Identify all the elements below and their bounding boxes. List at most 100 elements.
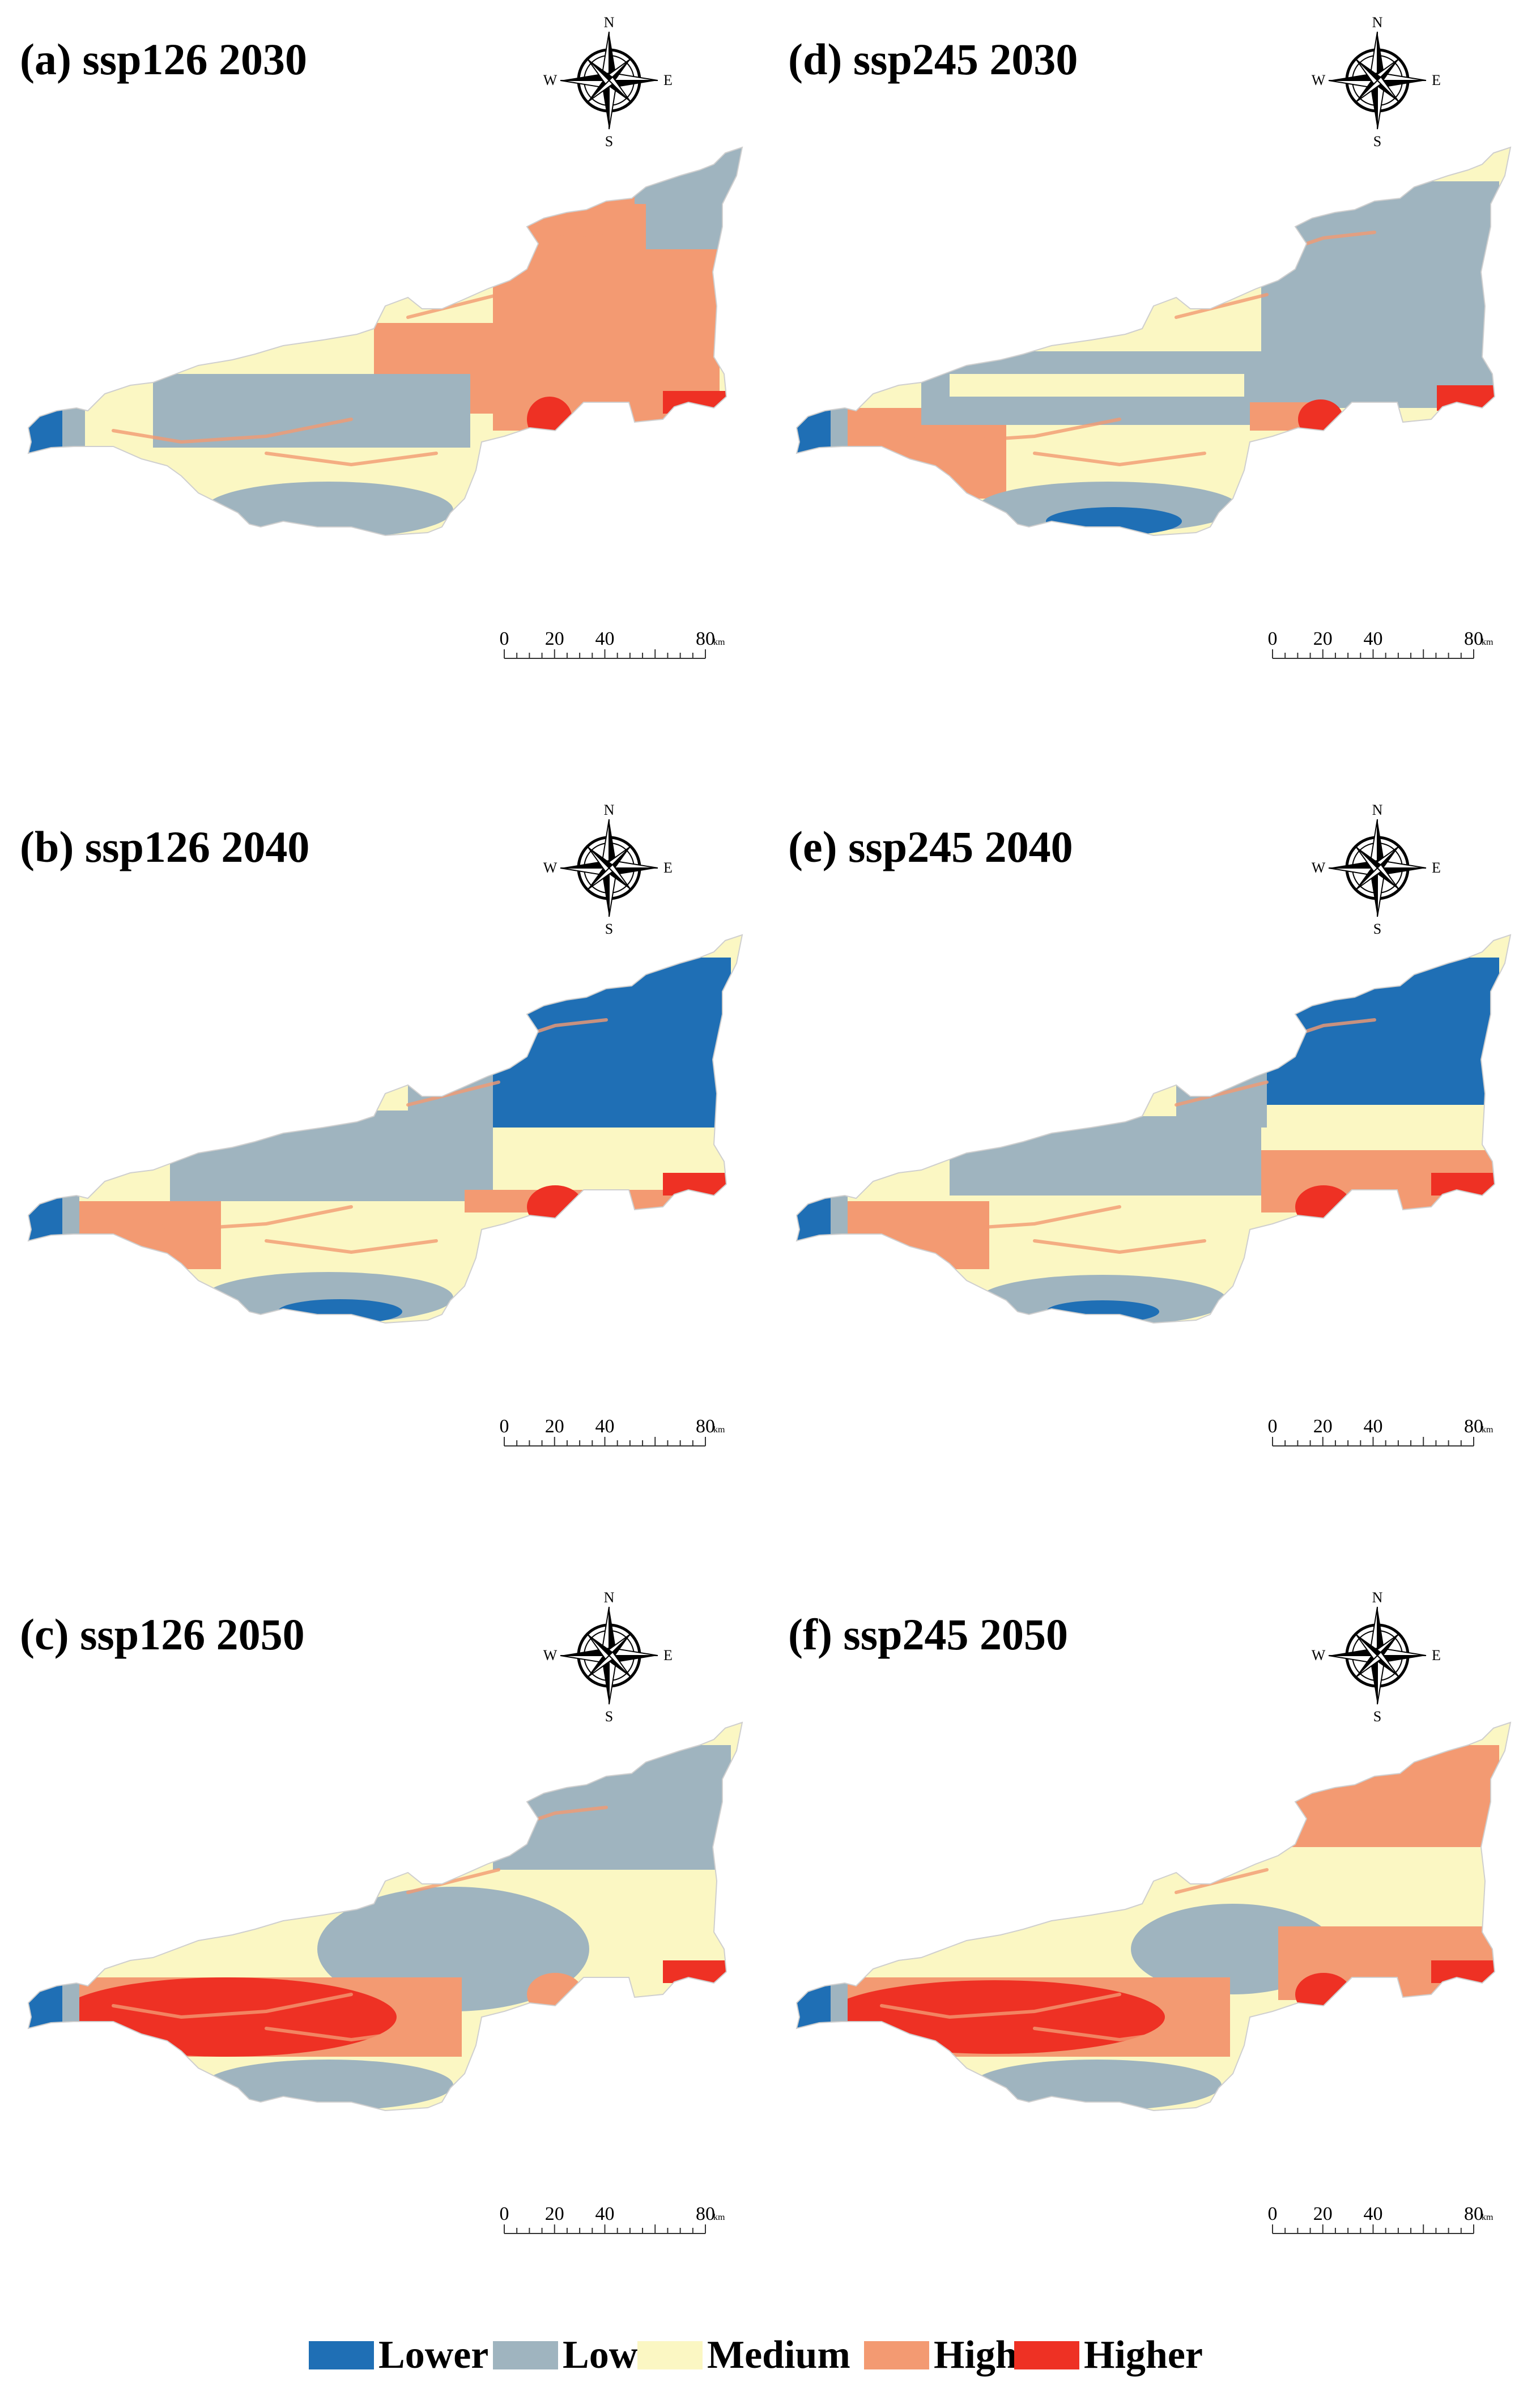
compass-point-minor bbox=[587, 846, 613, 868]
scale-label: 80 bbox=[1464, 2203, 1483, 2224]
compass-point-minor bbox=[609, 846, 631, 872]
compass-west-label: W bbox=[1312, 860, 1326, 876]
compass-point bbox=[601, 868, 609, 917]
map-zone bbox=[62, 1201, 221, 1269]
legend-item-medium: Medium bbox=[637, 2333, 850, 2378]
compass-rose-icon: N S E W bbox=[1312, 14, 1441, 148]
scale-label: 80 bbox=[696, 628, 715, 649]
compass-point bbox=[609, 868, 658, 876]
compass-point-minor bbox=[1355, 1633, 1381, 1656]
compass-point-minor bbox=[1355, 58, 1381, 80]
compass-point-minor bbox=[587, 1633, 610, 1660]
compass-west-label: W bbox=[1312, 72, 1326, 88]
legend-label: Lower bbox=[378, 2333, 489, 2377]
legend-swatch bbox=[493, 2341, 558, 2369]
study-area-outline bbox=[27, 146, 743, 537]
compass-point-minor bbox=[605, 1656, 631, 1678]
compass-point-minor bbox=[1355, 846, 1378, 873]
map-stream bbox=[112, 418, 353, 444]
compass-point bbox=[1377, 32, 1385, 80]
compass-point-minor bbox=[587, 1654, 614, 1678]
panel-c: (c) ssp126 2050 N S E W 0 20 40 80 km bbox=[0, 1575, 768, 2363]
scale-unit: km bbox=[713, 1425, 725, 1435]
compass-east-label: E bbox=[1432, 72, 1441, 88]
compass-point-minor bbox=[609, 58, 631, 84]
compass-point-minor bbox=[605, 80, 631, 103]
scale-unit: km bbox=[713, 637, 725, 647]
compass-point bbox=[1377, 819, 1385, 868]
legend-label: Medium bbox=[707, 2333, 850, 2377]
compass-point bbox=[1377, 868, 1426, 876]
compass-east-label: E bbox=[663, 72, 673, 88]
compass-west-label: W bbox=[543, 860, 558, 876]
panel-title: (f) ssp245 2050 bbox=[788, 1610, 1069, 1659]
compass-point-minor bbox=[1355, 1633, 1378, 1660]
scale-label: 40 bbox=[595, 2203, 615, 2224]
compass-south-label: S bbox=[605, 1708, 613, 1724]
compass-point-minor bbox=[609, 1633, 631, 1660]
map-stream bbox=[406, 293, 500, 319]
compass-point-minor bbox=[1355, 58, 1378, 85]
compass-point bbox=[1377, 1656, 1426, 1664]
map-regions bbox=[28, 1722, 742, 2111]
panel-d: (d) ssp245 2030 N S E W 0 20 40 80 km bbox=[768, 0, 1536, 788]
panel-e: (e) ssp245 2040 N S E W 0 20 40 80 km bbox=[768, 788, 1536, 1575]
map-zone bbox=[527, 397, 572, 442]
map-zone bbox=[831, 1983, 848, 2023]
map-zone bbox=[1261, 958, 1499, 1105]
map-zone bbox=[635, 147, 742, 249]
map-zone bbox=[204, 482, 453, 535]
scale-label: 0 bbox=[1268, 628, 1278, 649]
compass-point bbox=[560, 860, 609, 868]
map-zone bbox=[950, 374, 1244, 397]
compass-point-minor bbox=[587, 846, 610, 873]
map-stream bbox=[1175, 293, 1269, 319]
compass-point bbox=[1329, 73, 1377, 80]
map-zone bbox=[1437, 385, 1499, 411]
compass-point bbox=[609, 1656, 658, 1664]
scale-label: 20 bbox=[1313, 628, 1333, 649]
map-stream bbox=[1033, 1239, 1206, 1254]
compass-point bbox=[601, 1656, 609, 1704]
compass-point-minor bbox=[587, 79, 614, 103]
panel-title: (d) ssp245 2030 bbox=[788, 35, 1078, 84]
map-stream bbox=[406, 1080, 500, 1107]
scale-label: 20 bbox=[545, 2203, 564, 2224]
compass-point-minor bbox=[1373, 80, 1399, 103]
compass-point-minor bbox=[1355, 1654, 1382, 1678]
legend: Lower Low Medium High Higher bbox=[0, 2320, 1536, 2388]
map-stream bbox=[880, 1205, 1121, 1232]
study-area-outline bbox=[795, 934, 1512, 1324]
compass-point bbox=[609, 819, 617, 868]
scale-label: 20 bbox=[1313, 1416, 1333, 1437]
map-zone bbox=[57, 1977, 397, 2057]
panel-b: (b) ssp126 2040 N S E W 0 20 40 80 km bbox=[0, 788, 768, 1575]
map-stream bbox=[1033, 2027, 1206, 2042]
scale-label: 80 bbox=[1464, 628, 1483, 649]
compass-east-label: E bbox=[1432, 860, 1441, 876]
compass-south-label: S bbox=[1373, 921, 1381, 936]
map-zone bbox=[62, 1983, 79, 2023]
map-zone bbox=[1046, 507, 1182, 535]
map-zone bbox=[825, 1980, 1165, 2054]
compass-west-label: W bbox=[543, 1647, 558, 1664]
compass-point bbox=[609, 32, 617, 80]
study-area-outline bbox=[795, 146, 1512, 537]
compass-north-label: N bbox=[604, 802, 615, 818]
legend-label: High bbox=[934, 2333, 1018, 2377]
scale-unit: km bbox=[1482, 2213, 1494, 2222]
compass-point-minor bbox=[587, 58, 610, 85]
compass-point-minor bbox=[608, 1651, 631, 1678]
compass-east-label: E bbox=[1432, 1647, 1441, 1664]
compass-point-minor bbox=[1377, 846, 1399, 872]
compass-point-minor bbox=[587, 1652, 609, 1678]
map-zone bbox=[62, 408, 85, 448]
compass-point bbox=[560, 1648, 609, 1656]
compass-east-label: E bbox=[663, 860, 673, 876]
map-stream bbox=[406, 1868, 500, 1894]
map-zone bbox=[950, 1116, 1261, 1196]
compass-north-label: N bbox=[604, 14, 615, 31]
